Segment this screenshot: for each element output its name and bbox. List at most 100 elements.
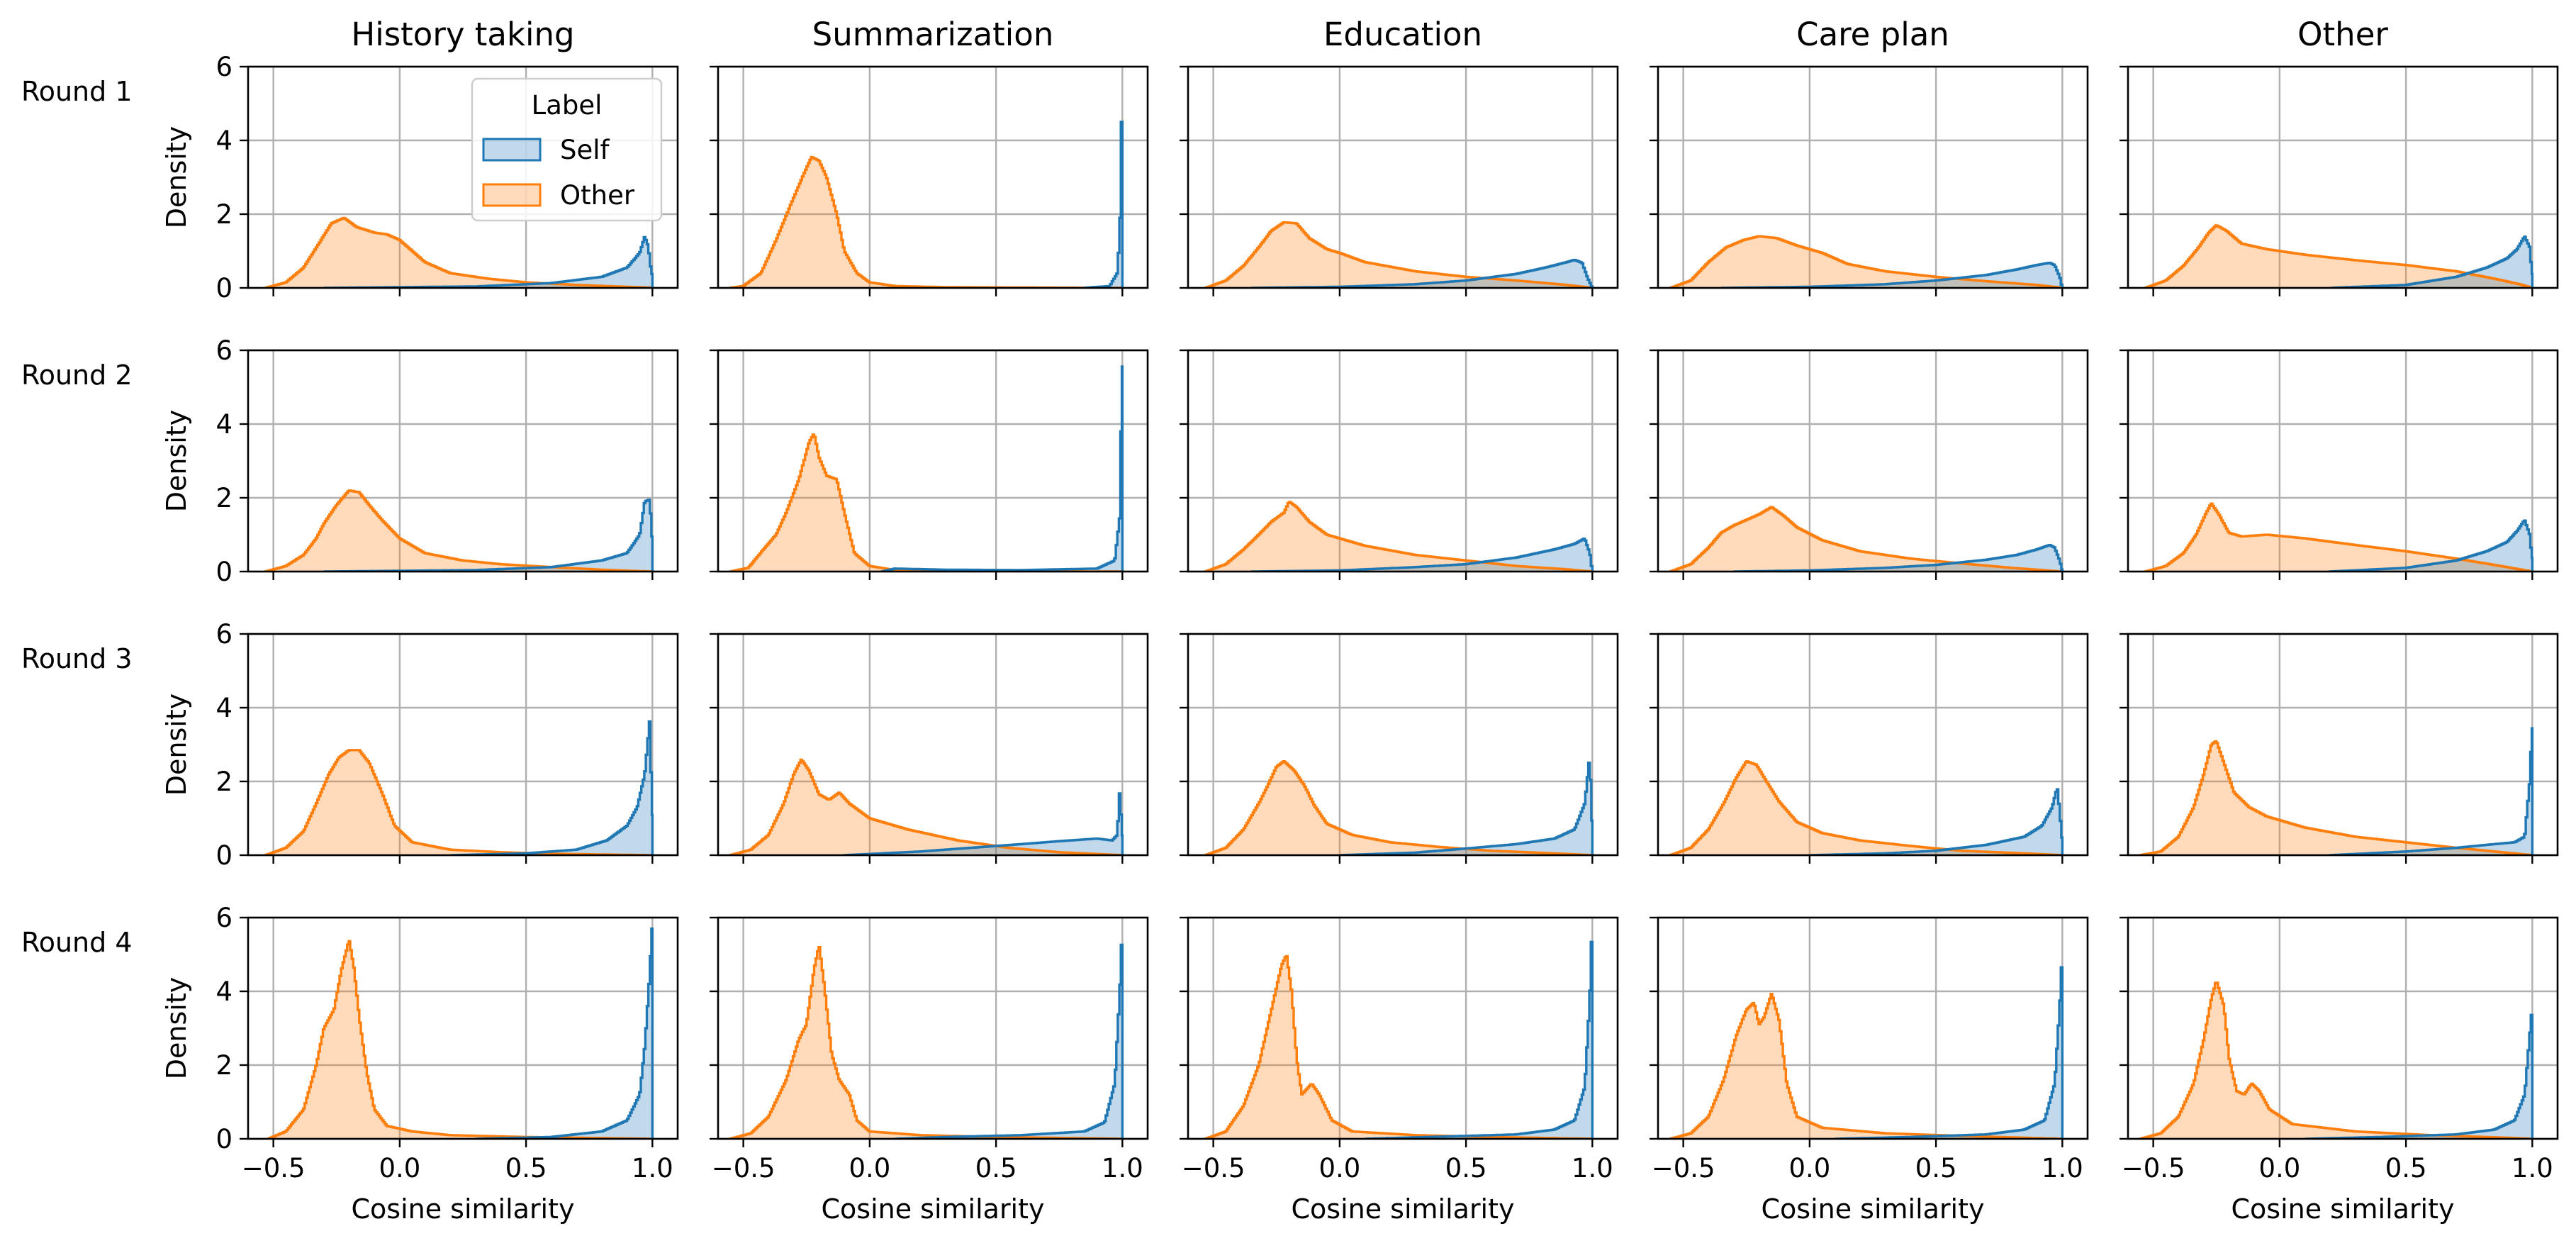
panel: −0.5 0.0 0.5 1.0 Cosine similarity: [1180, 916, 1619, 1225]
series-other-line: [264, 489, 653, 572]
series-self-fill: [475, 928, 653, 1139]
series-other-fill: [1206, 502, 1593, 572]
series-other-fill: [266, 750, 653, 855]
panel: [1650, 349, 2089, 580]
axes-frame: [2127, 633, 2559, 857]
panel: [2119, 633, 2559, 864]
series-self-line: [450, 720, 654, 855]
row-label: Round 2: [21, 360, 133, 391]
series-other-line: [729, 946, 1123, 1139]
series-self-fill: [2305, 1015, 2533, 1139]
y-axis-label: Density: [161, 977, 192, 1079]
axes-frame: [247, 65, 679, 289]
series-other-fill: [2140, 983, 2533, 1139]
series-self-fill: [882, 366, 1123, 572]
y-axis-label: Density: [161, 694, 192, 796]
series-other-fill: [268, 941, 653, 1139]
y-tick-label: 6: [215, 335, 233, 366]
x-tick-label: 1.0: [2511, 1153, 2553, 1184]
series-other-line: [1204, 954, 1593, 1139]
plot-area: [267, 927, 654, 1139]
series-self-line: [1733, 544, 2064, 572]
column-title: Care plan: [1796, 16, 1949, 53]
axes-frame: [247, 916, 679, 1140]
axes-frame: [717, 65, 1149, 289]
series-other-fill: [730, 759, 1123, 855]
series-self-fill: [323, 237, 653, 288]
legend: Label Self Other: [471, 77, 663, 222]
series-other-fill: [1670, 507, 2063, 572]
x-tick-label: 0.5: [2385, 1153, 2427, 1184]
panel: [2119, 349, 2559, 580]
plot-area: [1669, 235, 2064, 288]
axes-frame: [717, 916, 1149, 1140]
series-self-line: [1251, 538, 1594, 572]
axes-frame: [247, 633, 679, 857]
y-tick-label: 2: [215, 767, 233, 797]
y-tick-label: 4: [215, 976, 233, 1007]
series-other-line: [2139, 740, 2533, 855]
series-other-line: [1204, 501, 1594, 572]
column-title: Other: [2297, 16, 2388, 53]
axes-frame: [1187, 65, 1619, 289]
series-other-fill: [1670, 993, 2063, 1139]
series-other-line: [1669, 993, 2063, 1139]
column-title: History taking: [351, 16, 574, 53]
legend-entry: Other: [560, 180, 635, 211]
x-tick-label: −0.5: [712, 1153, 775, 1184]
panel: −0.5 0.0 0.5 1.0 Cosine similarity: [2119, 916, 2559, 1225]
panel: [1180, 633, 1619, 864]
plot-area: [1204, 760, 1594, 855]
row-label: Round 4: [21, 927, 133, 958]
row-label: Round 3: [21, 643, 133, 674]
series-self-fill: [1251, 538, 1593, 572]
y-axis-label: Density: [161, 126, 192, 228]
y-tick-label: 4: [215, 126, 233, 156]
series-other-fill: [1206, 956, 1593, 1139]
series-other-fill: [266, 490, 653, 572]
plot-area: [1204, 940, 1594, 1139]
series-self-fill: [1835, 967, 2063, 1139]
plot-area: [729, 365, 1124, 572]
x-tick-label: 0.5: [975, 1153, 1017, 1184]
series-other-fill: [2140, 741, 2533, 855]
series-other-line: [264, 749, 653, 855]
x-tick-label: 0.0: [1788, 1153, 1830, 1184]
y-tick-label: 6: [215, 903, 233, 933]
plot-area: [2144, 502, 2534, 572]
panel: 0 2 4 6 Density: [161, 335, 679, 587]
plot-area: [1204, 501, 1594, 572]
panel: −0.5 0.0 0.5 1.0 Cosine similarity: [1650, 916, 2089, 1225]
panel: [710, 65, 1149, 296]
series-other-line: [267, 940, 653, 1139]
axes-frame: [1187, 916, 1619, 1140]
axes-frame: [717, 349, 1149, 573]
plot-area: [1204, 221, 1594, 288]
series-other-fill: [1206, 222, 1593, 288]
series-self-line: [1809, 788, 2064, 855]
y-tick-label: 6: [215, 619, 233, 650]
axes-frame: [2127, 349, 2559, 573]
y-tick-label: 0: [215, 1124, 233, 1154]
x-axis-label: Cosine similarity: [1291, 1193, 1514, 1225]
y-axis-label: Density: [161, 410, 192, 512]
y-tick-label: 4: [215, 693, 233, 723]
x-axis-label: Cosine similarity: [821, 1193, 1044, 1225]
series-self-fill: [1809, 789, 2063, 855]
series-self-line: [1835, 966, 2064, 1139]
series-self-line: [895, 943, 1124, 1139]
axes-frame: [1187, 349, 1619, 573]
x-axis-label: Cosine similarity: [2231, 1193, 2454, 1225]
axes-frame: [247, 349, 679, 573]
series-other-line: [1204, 221, 1594, 288]
series-self-line: [2329, 519, 2534, 572]
x-axis-label: Cosine similarity: [351, 1193, 574, 1225]
panel: 0 2 4 6 Density: [161, 52, 679, 303]
x-tick-label: 0.5: [505, 1153, 547, 1184]
x-tick-label: 0.5: [1915, 1153, 1957, 1184]
x-tick-label: 0.0: [379, 1153, 420, 1184]
x-tick-label: −0.5: [1182, 1153, 1245, 1184]
x-tick-label: 1.0: [1572, 1153, 1613, 1184]
series-self-line: [1251, 258, 1594, 288]
column-title: Education: [1323, 16, 1482, 53]
